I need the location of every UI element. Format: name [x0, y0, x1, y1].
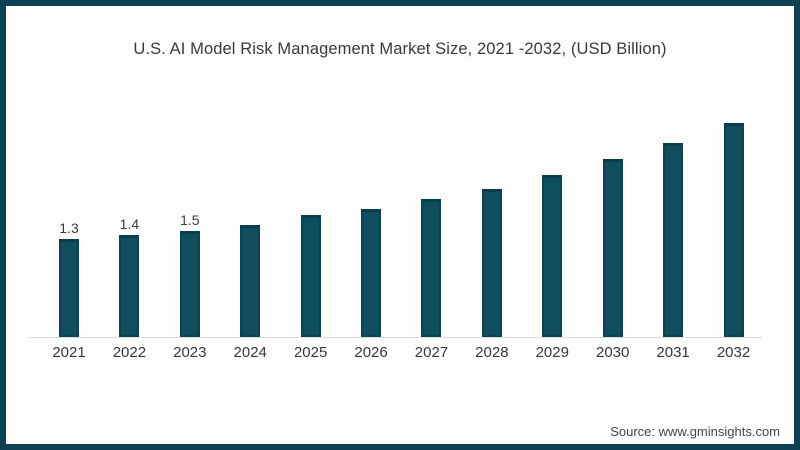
x-axis-label-2024: 2024: [233, 344, 267, 361]
x-axis-label-2023: 2023: [173, 344, 207, 361]
x-axis-label-2026: 2026: [354, 344, 388, 361]
bar-2032: [723, 123, 744, 337]
x-axis-label-2032: 2032: [716, 344, 751, 361]
bar-2031: [663, 143, 684, 337]
x-axis-label-2021: 2021: [52, 344, 86, 361]
bar-2023: [179, 231, 200, 337]
bar-value-label-2021: 1.3: [59, 220, 79, 236]
x-axis-label-2031: 2031: [656, 344, 690, 361]
bar-value-label-2022: 1.4: [119, 216, 140, 232]
x-axis-label-2029: 2029: [535, 344, 569, 361]
bar-2029: [542, 175, 563, 337]
bar-2026: [361, 209, 382, 337]
x-axis-label-2030: 2030: [596, 344, 630, 361]
x-axis-label-2028: 2028: [475, 344, 509, 361]
bar-2024: [240, 225, 261, 337]
bar-2021: [59, 239, 79, 337]
x-axis-label-2025: 2025: [293, 344, 328, 361]
source-attribution: Source: www.gminsights.com: [610, 424, 780, 439]
x-axis-label-2027: 2027: [414, 344, 449, 361]
bar-2025: [300, 215, 321, 337]
chart-title: U.S. AI Model Risk Management Market Siz…: [133, 40, 667, 58]
bar-2030: [602, 159, 623, 337]
bar-2028: [481, 189, 502, 337]
bar-2027: [421, 199, 442, 337]
x-axis-label-2022: 2022: [112, 344, 147, 361]
bar-value-label-2023: 1.5: [180, 212, 200, 228]
x-axis-line: [28, 337, 762, 338]
bar-2022: [119, 235, 140, 337]
